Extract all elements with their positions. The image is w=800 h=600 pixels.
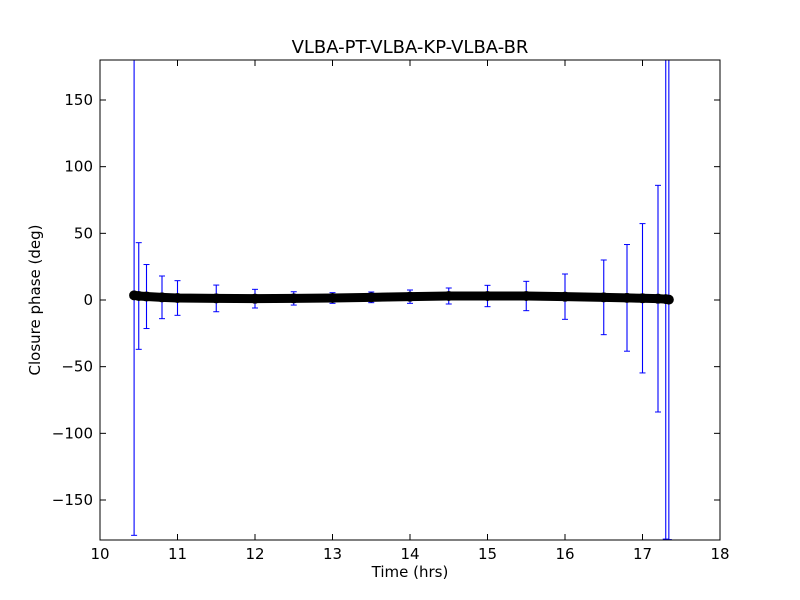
data-point — [482, 291, 493, 301]
x-tick-label: 18 — [710, 545, 729, 563]
y-axis-ticks: −150 −100 −50 0 50 100 150 — [52, 91, 720, 509]
y-tick-label: −150 — [52, 491, 93, 509]
data-point — [521, 291, 532, 301]
chart-title: VLBA-PT-VLBA-KP-VLBA-BR — [292, 37, 529, 58]
data-point — [637, 293, 648, 304]
y-tick-label: 150 — [64, 91, 93, 109]
x-tick-label: 15 — [478, 545, 497, 563]
y-tick-label: −100 — [52, 424, 93, 442]
data-point — [141, 291, 152, 302]
data-point — [288, 293, 299, 304]
data-point — [327, 293, 338, 303]
data-point — [622, 292, 632, 303]
marker-layer — [129, 290, 674, 305]
data-point — [250, 293, 260, 304]
y-tick-label: −50 — [61, 358, 93, 376]
x-tick-label: 17 — [633, 545, 652, 563]
data-point — [663, 294, 674, 305]
data-point — [172, 293, 183, 303]
data-point — [405, 291, 415, 302]
data-point — [443, 291, 454, 301]
x-tick-label: 14 — [400, 545, 419, 563]
data-point — [560, 291, 570, 302]
x-tick-label: 10 — [90, 545, 109, 563]
data-point — [157, 292, 167, 303]
x-tick-label: 13 — [323, 545, 342, 563]
data-point — [366, 292, 377, 303]
y-tick-label: 0 — [83, 291, 93, 309]
y-axis-label: Closure phase (deg) — [26, 225, 44, 376]
y-tick-label: 100 — [64, 158, 93, 176]
y-tick-label: 50 — [74, 224, 93, 242]
data-point — [211, 293, 222, 304]
x-tick-label: 12 — [245, 545, 264, 563]
x-axis-label: Time (hrs) — [371, 563, 449, 581]
data-point — [598, 292, 609, 303]
x-axis-ticks: 10 11 12 13 14 15 16 17 18 — [90, 60, 730, 563]
x-tick-label: 16 — [555, 545, 574, 563]
x-tick-label: 11 — [168, 545, 187, 563]
